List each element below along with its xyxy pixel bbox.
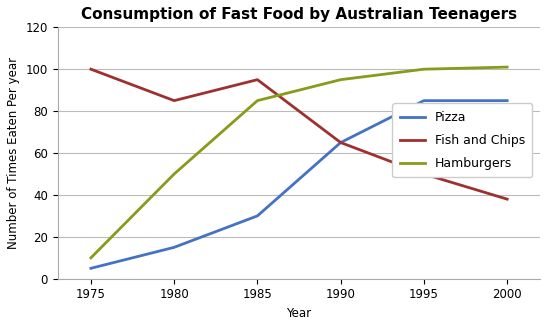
Y-axis label: Number of Times Eaten Per year: Number of Times Eaten Per year — [7, 57, 20, 249]
Legend: Pizza, Fish and Chips, Hamburgers: Pizza, Fish and Chips, Hamburgers — [392, 103, 533, 178]
Pizza — [87, 266, 94, 270]
Hamburgers — [337, 78, 344, 82]
Hamburgers — [504, 65, 510, 69]
Fish and Chips — [504, 197, 510, 201]
Hamburgers — [171, 172, 177, 176]
Hamburgers — [420, 67, 427, 71]
Title: Consumption of Fast Food by Australian Teenagers: Consumption of Fast Food by Australian T… — [81, 7, 517, 22]
Fish and Chips — [254, 78, 261, 82]
Line: Hamburgers: Hamburgers — [91, 67, 507, 258]
Fish and Chips — [171, 99, 177, 103]
Fish and Chips — [337, 141, 344, 145]
Pizza — [171, 245, 177, 249]
Hamburgers — [254, 99, 261, 103]
Line: Fish and Chips: Fish and Chips — [91, 69, 507, 199]
Fish and Chips — [87, 67, 94, 71]
Line: Pizza: Pizza — [91, 101, 507, 268]
Pizza — [254, 214, 261, 218]
Pizza — [504, 99, 510, 103]
X-axis label: Year: Year — [286, 307, 311, 320]
Fish and Chips — [420, 172, 427, 176]
Pizza — [337, 141, 344, 145]
Hamburgers — [87, 256, 94, 260]
Pizza — [420, 99, 427, 103]
